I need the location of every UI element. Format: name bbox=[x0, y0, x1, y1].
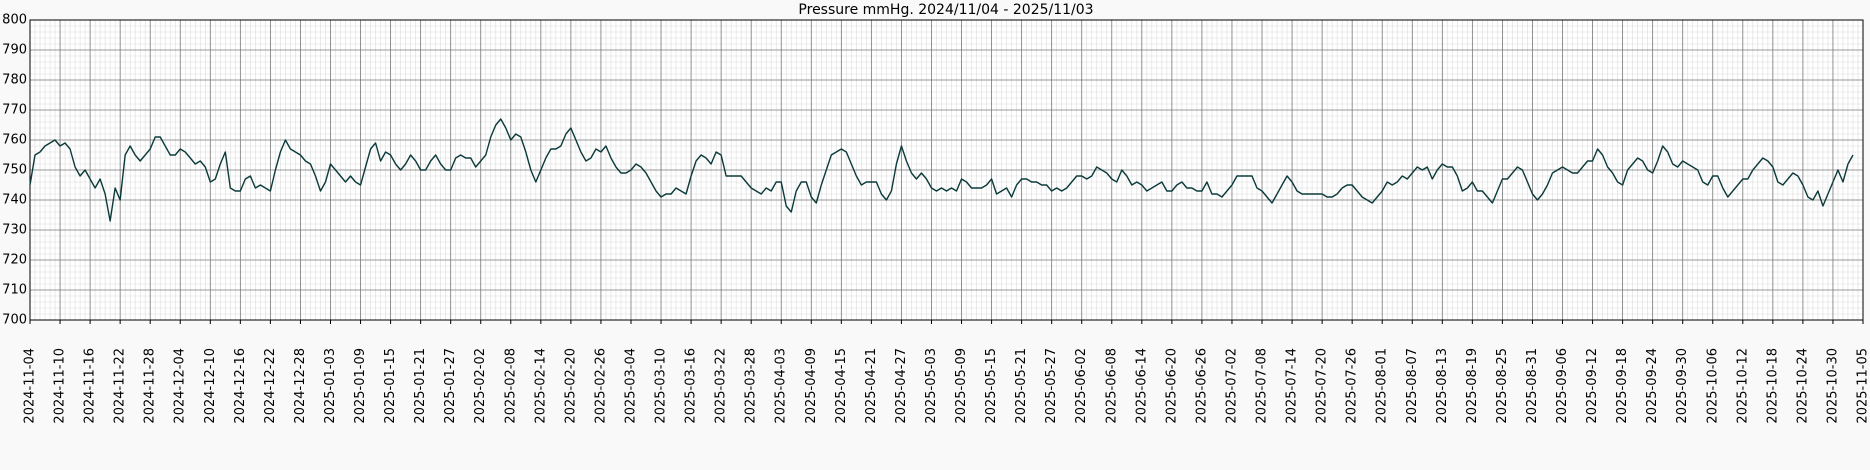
x-tick-label: 2025-01-09 bbox=[353, 348, 368, 424]
x-tick-label: 2025-07-26 bbox=[1345, 348, 1360, 424]
plot-frame bbox=[29, 19, 1864, 321]
x-tick-label: 2025-10-06 bbox=[1705, 348, 1720, 424]
x-tick-label: 2025-11-05 bbox=[1856, 348, 1870, 424]
y-tick-label: 770 bbox=[2, 103, 27, 118]
x-tick-label: 2025-07-14 bbox=[1285, 348, 1300, 424]
y-tick-label: 760 bbox=[2, 133, 27, 148]
x-tick-label: 2025-03-16 bbox=[684, 348, 699, 424]
x-tick-label: 2024-11-16 bbox=[83, 348, 98, 424]
x-tick-label: 2025-04-03 bbox=[774, 348, 789, 424]
x-tick-label: 2025-05-03 bbox=[924, 348, 939, 424]
x-tick-label: 2025-04-27 bbox=[894, 348, 909, 424]
x-tick-label: 2025-03-22 bbox=[714, 348, 729, 424]
x-tick-label: 2025-08-19 bbox=[1465, 348, 1480, 424]
x-tick-label: 2025-01-03 bbox=[323, 348, 338, 424]
y-tick-label: 710 bbox=[2, 283, 27, 298]
y-tick-label: 720 bbox=[2, 253, 27, 268]
x-tick-label: 2025-02-20 bbox=[563, 348, 578, 424]
x-tick-label: 2025-06-02 bbox=[1074, 348, 1089, 424]
y-tick-label: 790 bbox=[2, 43, 27, 58]
x-tick-label: 2025-08-13 bbox=[1435, 348, 1450, 424]
x-tick-label: 2025-09-12 bbox=[1585, 348, 1600, 424]
x-tick-label: 2025-09-24 bbox=[1645, 348, 1660, 424]
x-tick-label: 2024-12-04 bbox=[173, 348, 188, 424]
y-tick-label: 740 bbox=[2, 193, 27, 208]
y-tick-label: 730 bbox=[2, 223, 27, 238]
x-tick-label: 2025-03-28 bbox=[744, 348, 759, 424]
x-tick-label: 2025-04-09 bbox=[804, 348, 819, 424]
x-tick-label: 2025-02-02 bbox=[473, 348, 488, 424]
x-tick-label: 2025-06-08 bbox=[1104, 348, 1119, 424]
x-tick-label: 2025-08-01 bbox=[1375, 348, 1390, 424]
x-tick-label: 2024-12-16 bbox=[233, 348, 248, 424]
x-tick-label: 2025-07-02 bbox=[1224, 348, 1239, 424]
x-tick-label: 2025-09-30 bbox=[1675, 348, 1690, 424]
x-tick-label: 2025-03-10 bbox=[654, 348, 669, 424]
x-tick-label: 2025-09-06 bbox=[1555, 348, 1570, 424]
x-tick-label: 2025-10-12 bbox=[1735, 348, 1750, 424]
x-tick-label: 2025-02-14 bbox=[533, 348, 548, 424]
x-tick-label: 2025-01-15 bbox=[383, 348, 398, 424]
x-tick-label: 2025-05-15 bbox=[984, 348, 999, 424]
x-tick-label: 2025-10-30 bbox=[1825, 348, 1840, 424]
x-tick-label: 2024-11-22 bbox=[113, 348, 128, 424]
x-tick-label: 2024-12-10 bbox=[203, 348, 218, 424]
x-tick-label: 2025-05-09 bbox=[954, 348, 969, 424]
x-tick-label: 2025-06-20 bbox=[1164, 348, 1179, 424]
x-tick-label: 2025-02-26 bbox=[593, 348, 608, 424]
x-tick-label: 2024-11-28 bbox=[143, 348, 158, 424]
x-tick-label: 2025-10-24 bbox=[1795, 348, 1810, 424]
x-tick-label: 2025-06-26 bbox=[1194, 348, 1209, 424]
x-tick-label: 2025-03-04 bbox=[623, 348, 638, 424]
x-tick-label: 2025-07-20 bbox=[1315, 348, 1330, 424]
y-tick-label: 700 bbox=[2, 313, 27, 328]
chart-title: Pressure mmHg. 2024/11/04 - 2025/11/03 bbox=[798, 2, 1093, 18]
x-tick-label: 2025-04-15 bbox=[834, 348, 849, 424]
x-tick-label: 2025-02-08 bbox=[503, 348, 518, 424]
x-tick-label: 2024-11-10 bbox=[53, 348, 68, 424]
x-tick-label: 2025-01-27 bbox=[443, 348, 458, 424]
x-tick-label: 2025-07-08 bbox=[1255, 348, 1270, 424]
x-tick-label: 2025-10-18 bbox=[1765, 348, 1780, 424]
x-tick-label: 2025-01-21 bbox=[413, 348, 428, 424]
x-tick-label: 2025-08-07 bbox=[1405, 348, 1420, 424]
y-tick-label: 800 bbox=[2, 13, 27, 28]
x-tick-label: 2024-12-22 bbox=[263, 348, 278, 424]
x-tick-label: 2025-08-25 bbox=[1495, 348, 1510, 424]
x-tick-label: 2024-12-28 bbox=[293, 348, 308, 424]
y-tick-label: 750 bbox=[2, 163, 27, 178]
y-tick-label: 780 bbox=[2, 73, 27, 88]
x-tick-label: 2025-06-14 bbox=[1134, 348, 1149, 424]
x-tick-label: 2024-11-04 bbox=[23, 348, 38, 424]
x-tick-label: 2025-08-31 bbox=[1525, 348, 1540, 424]
x-tick-label: 2025-05-27 bbox=[1044, 348, 1059, 424]
x-tick-label: 2025-04-21 bbox=[864, 348, 879, 424]
x-tick-label: 2025-09-18 bbox=[1615, 348, 1630, 424]
x-tick-label: 2025-05-21 bbox=[1014, 348, 1029, 424]
pressure-line bbox=[29, 118, 1854, 222]
